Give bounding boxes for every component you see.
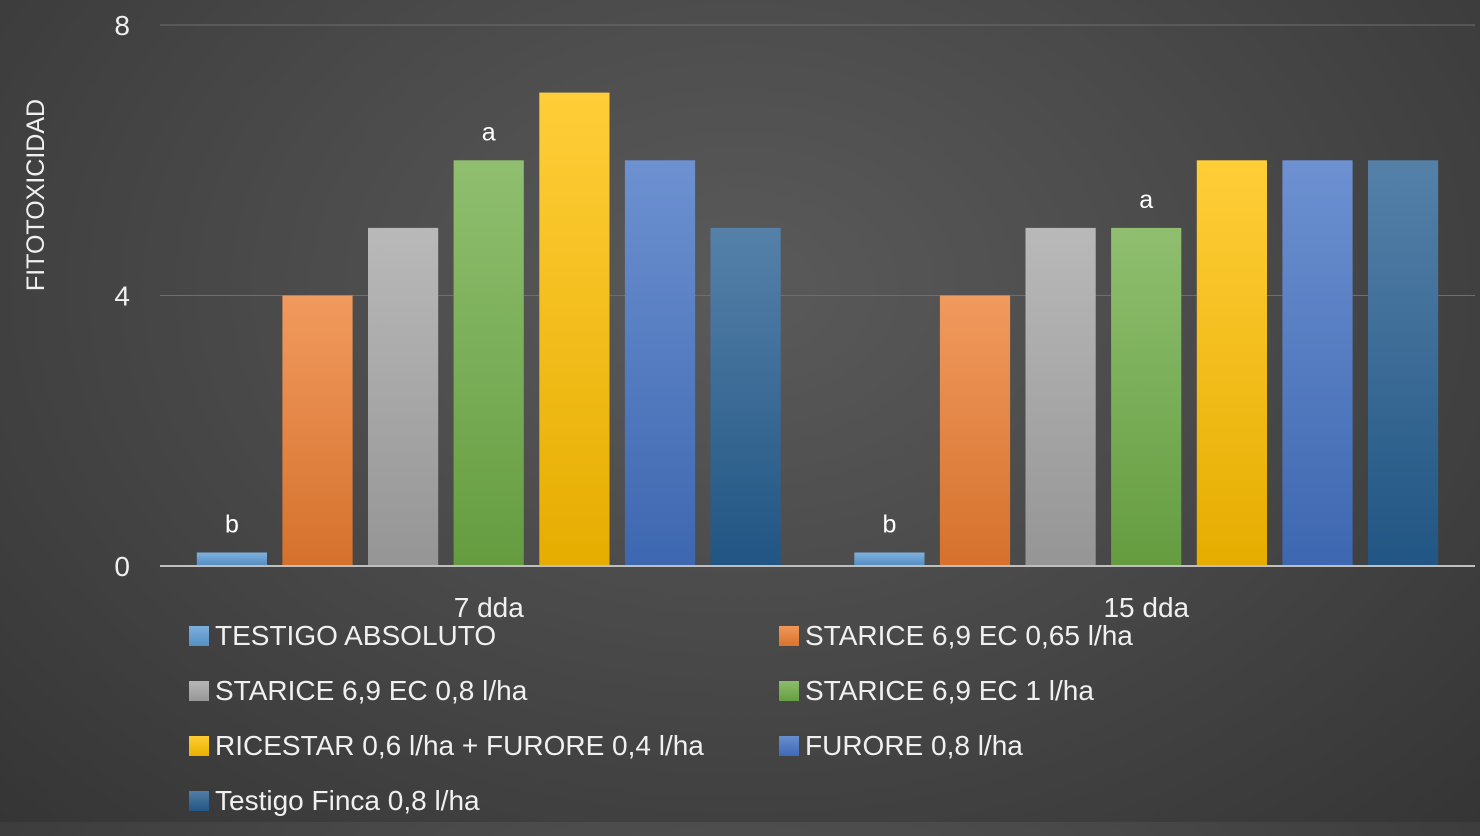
x-category-label: 15 dda bbox=[1103, 592, 1189, 623]
legend-swatch bbox=[779, 736, 799, 756]
legend-swatch bbox=[779, 626, 799, 646]
y-axis-title: FITOTOXICIDAD bbox=[22, 99, 50, 291]
x-category-label: 7 dda bbox=[454, 592, 524, 623]
legend-swatch bbox=[189, 626, 209, 646]
bars bbox=[196, 92, 1439, 567]
bar-1-6 bbox=[624, 160, 696, 567]
legend-swatch bbox=[189, 681, 209, 701]
legend-item: STARICE 6,9 EC 0,65 l/ha bbox=[779, 616, 1279, 656]
data-label: a bbox=[1139, 186, 1153, 214]
legend-item: STARICE 6,9 EC 1 l/ha bbox=[779, 671, 1279, 711]
bar-2-1 bbox=[854, 552, 925, 566]
data-labels: b a b a bbox=[225, 118, 1153, 538]
bar-2-2 bbox=[939, 295, 1011, 566]
legend-swatch bbox=[779, 681, 799, 701]
bar-2-3 bbox=[1025, 227, 1096, 566]
bar-2-4 bbox=[1111, 227, 1182, 566]
y-tick-label: 0 bbox=[114, 551, 130, 582]
legend-item: RICESTAR 0,6 l/ha + FURORE 0,4 l/ha bbox=[189, 726, 779, 766]
legend-label: STARICE 6,9 EC 1 l/ha bbox=[805, 675, 1094, 706]
legend-item: FURORE 0,8 l/ha bbox=[779, 726, 1279, 766]
y-tick-label: 4 bbox=[114, 281, 130, 312]
bar-1-2 bbox=[282, 295, 353, 566]
legend-label: TESTIGO ABSOLUTO bbox=[215, 620, 497, 651]
bar-1-7 bbox=[710, 227, 781, 566]
legend: TESTIGO ABSOLUTO STARICE 6,9 EC 0,65 l/ha… bbox=[189, 616, 1289, 836]
bar-1-4 bbox=[453, 160, 524, 567]
legend-swatch bbox=[189, 791, 209, 811]
legend-item: STARICE 6,9 EC 0,8 l/ha bbox=[189, 671, 779, 711]
data-label: a bbox=[482, 118, 496, 146]
data-label: b bbox=[882, 511, 896, 539]
legend-swatch bbox=[189, 736, 209, 756]
bar-1-3 bbox=[368, 227, 439, 566]
legend-item: Testigo Finca 0,8 l/ha bbox=[189, 781, 779, 821]
legend-label: STARICE 6,9 EC 0,65 l/ha bbox=[805, 620, 1133, 651]
data-label: b bbox=[225, 511, 239, 539]
bar-2-7 bbox=[1368, 160, 1439, 567]
legend-label: RICESTAR 0,6 l/ha + FURORE 0,4 l/ha bbox=[215, 730, 704, 761]
bar-1-5 bbox=[539, 92, 610, 566]
y-tick-label: 8 bbox=[114, 10, 130, 41]
legend-item: TESTIGO ABSOLUTO bbox=[189, 616, 779, 656]
legend-label: Testigo Finca 0,8 l/ha bbox=[215, 785, 480, 816]
x-axis-categories: 7 dda 15 dda bbox=[454, 592, 1190, 623]
bar-2-6 bbox=[1282, 160, 1353, 567]
bar-1-1 bbox=[196, 552, 267, 566]
legend-label: FURORE 0,8 l/ha bbox=[805, 730, 1023, 761]
legend-label: STARICE 6,9 EC 0,8 l/ha bbox=[215, 675, 528, 706]
bar-2-5 bbox=[1196, 160, 1267, 567]
y-axis-ticks: 0 4 8 bbox=[114, 10, 130, 582]
grid-lines bbox=[160, 24, 1475, 296]
